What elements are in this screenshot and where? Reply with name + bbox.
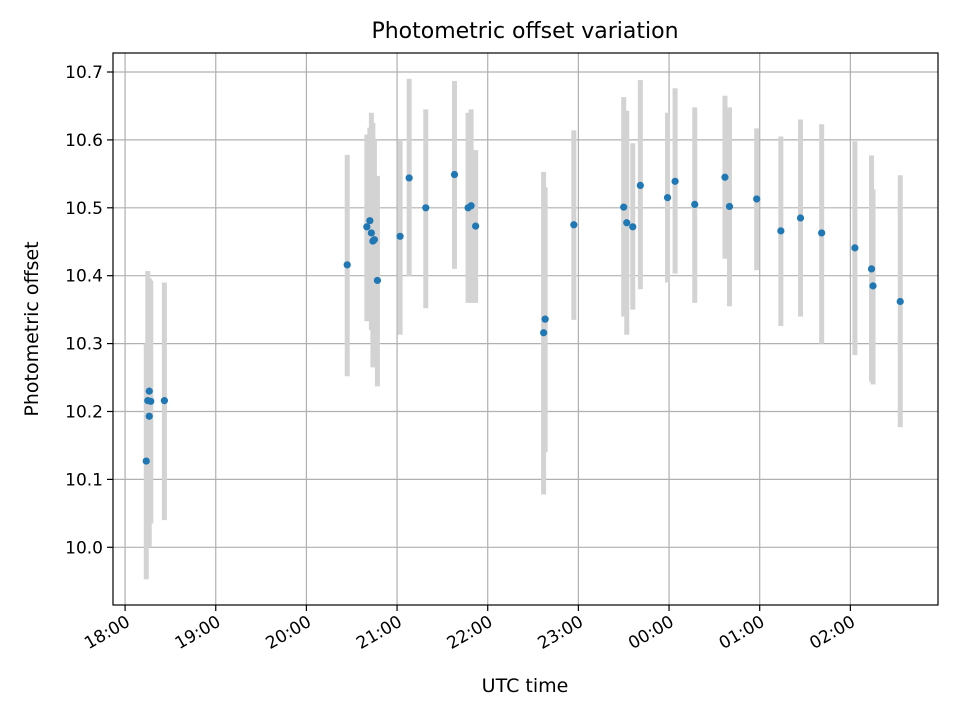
data-point — [796, 214, 805, 222]
y-tick-label: 10.1 — [65, 470, 103, 490]
data-point — [777, 227, 785, 235]
chart-title: Photometric offset variation — [371, 19, 678, 44]
data-point — [636, 181, 644, 189]
data-point — [725, 202, 734, 211]
data-point — [367, 229, 375, 237]
data-point — [818, 229, 826, 237]
y-axis-label: Photometric offset — [21, 241, 43, 416]
data-point — [896, 297, 904, 306]
data-point — [145, 412, 153, 420]
x-axis-label: UTC time — [482, 675, 569, 697]
data-point — [629, 223, 637, 231]
data-points — [142, 170, 904, 465]
data-point — [467, 202, 475, 210]
data-point — [405, 174, 413, 182]
data-point — [753, 195, 761, 203]
data-point — [867, 265, 876, 273]
data-point — [540, 329, 548, 337]
y-tick-label: 10.6 — [65, 131, 103, 151]
data-point — [691, 200, 699, 209]
data-point — [363, 223, 371, 231]
data-point — [721, 173, 729, 181]
y-tick-label: 10.5 — [65, 199, 103, 219]
data-point — [570, 221, 578, 229]
data-point — [145, 387, 153, 395]
y-tick-label: 10.4 — [65, 267, 103, 287]
data-point — [663, 194, 672, 202]
data-point — [851, 244, 859, 252]
data-point — [869, 282, 877, 290]
data-point — [366, 217, 374, 225]
data-point — [160, 397, 168, 405]
grid — [113, 53, 938, 605]
data-point — [671, 177, 679, 185]
plot-frame — [112, 52, 939, 606]
y-tick-label: 10.0 — [65, 538, 103, 558]
y-tick-label: 10.2 — [65, 402, 103, 422]
data-point — [472, 222, 480, 230]
data-point — [450, 170, 459, 179]
data-point — [396, 232, 404, 240]
data-point — [370, 236, 379, 244]
data-point — [343, 261, 351, 269]
data-point — [541, 315, 549, 323]
data-point — [422, 204, 430, 212]
data-point — [623, 219, 631, 227]
data-point — [620, 203, 628, 211]
data-point — [373, 276, 382, 285]
y-tick-label: 10.7 — [65, 63, 103, 83]
y-tick-label: 10.3 — [65, 335, 103, 355]
data-point — [142, 457, 150, 465]
data-point — [147, 397, 155, 405]
